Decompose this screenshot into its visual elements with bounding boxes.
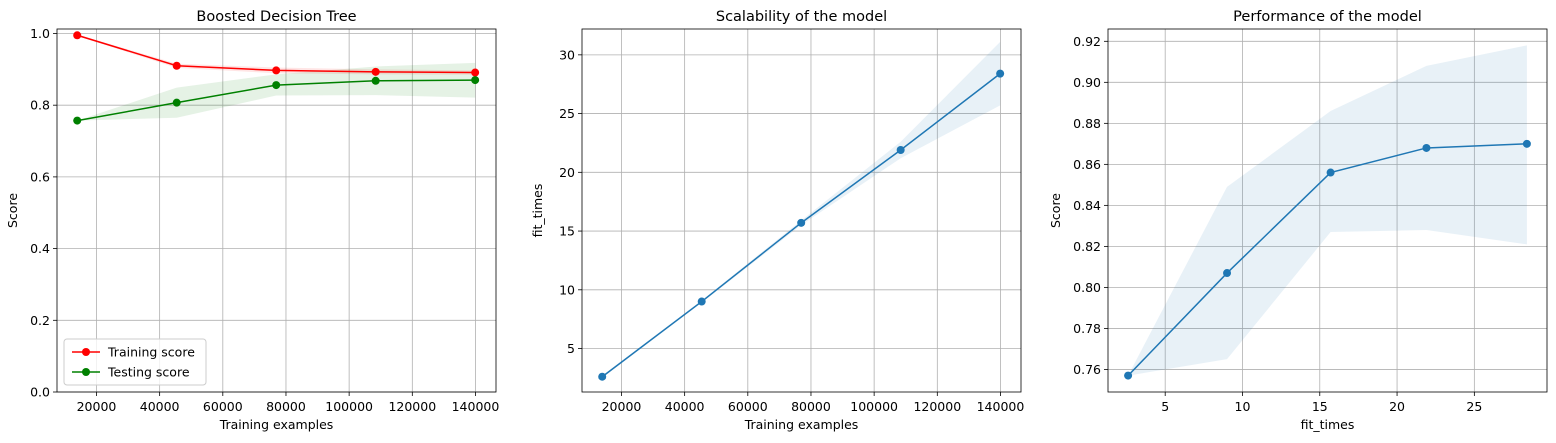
axes-frame [581,28,1022,393]
data-point [272,81,281,90]
confidence-band-1 [1128,45,1527,376]
data-point [1223,269,1232,278]
x-tick-label: 120000 [913,399,961,414]
y-tick-label: 25 [559,106,575,121]
y-tick-label: 0.4 [30,241,50,256]
chart-3: 5 10 15 20 25 0.76 0.78 0.80 0.82 0.84 0.86 0.88 0.9… [1048,9,1548,432]
y-tick-label: 0.80 [1073,280,1101,295]
legend-marker [82,368,90,376]
chart-title: Performance of the model [1233,9,1422,25]
x-tick-label: 120000 [388,399,436,414]
y-axis-label: Score [1048,193,1063,228]
data-point [1124,371,1133,380]
data-point [272,66,281,75]
legend-marker [82,348,90,356]
y-tick-label: 0.0 [30,385,50,400]
legend-label: Testing score [107,365,190,380]
x-tick-label: 140000 [977,399,1025,414]
data-point [896,146,905,154]
y-tick-label: 20 [559,165,575,180]
y-tick-label: 0.92 [1073,34,1101,49]
x-tick-label: 25 [1466,399,1482,414]
y-tick-label: 15 [559,224,575,239]
data-point [73,31,82,40]
chart-title: Scalability of the model [716,9,887,25]
data-point [598,372,607,381]
y-tick-label: 0.78 [1073,321,1101,336]
x-axis-label: fit_times [1301,417,1355,432]
y-tick-label: 1.0 [30,26,50,41]
chart-1: 20000 40000 60000 80000 100000 120000 140000 0.… [5,9,499,432]
axes-frame [56,28,497,393]
data-point [172,61,181,70]
chart-2: 20000 40000 60000 80000 100000 120000 140000 5 1… [530,9,1024,432]
y-tick-label: 0.88 [1073,116,1101,131]
y-axis-label: Score [5,193,20,228]
y-tick-label: 0.90 [1073,75,1101,90]
x-tick-label: 60000 [203,399,243,414]
confidence-band-1 [602,41,1001,378]
x-tick-label: 15 [1312,399,1328,414]
y-tick-label: 30 [559,47,575,62]
data-point [371,67,380,76]
legend-box [63,338,207,386]
y-tick-label: 0.82 [1073,239,1101,254]
y-tick-label: 0.6 [30,169,50,184]
y-tick-label: 10 [559,282,575,297]
data-point [73,116,82,125]
x-axis-label: Training examples [219,417,334,432]
x-tick-label: 40000 [140,399,180,414]
data-point [797,218,806,227]
data-point [697,297,706,306]
x-tick-label: 20 [1389,399,1405,414]
x-tick-label: 80000 [266,399,306,414]
data-point [1422,143,1431,152]
y-axis-label: fit_times [530,184,545,238]
y-tick-label: 0.86 [1073,157,1101,172]
x-tick-label: 80000 [791,399,831,414]
axes-frame [1107,28,1548,393]
y-tick-label: 0.84 [1073,198,1101,213]
y-tick-label: 0.2 [30,313,50,328]
x-tick-label: 40000 [665,399,705,414]
y-tick-label: 0.76 [1073,362,1101,377]
data-point [996,69,1005,78]
x-axis-label: Training examples [744,417,859,432]
data-point [1326,168,1335,177]
chart-title: Boosted Decision Tree [196,9,356,25]
y-tick-label: 0.8 [30,98,50,113]
data-point [172,98,181,107]
x-tick-label: 10 [1235,399,1251,414]
data-point [471,76,480,85]
data-point [371,76,380,85]
x-tick-label: 5 [1161,399,1169,414]
y-tick-label: 5 [567,341,575,356]
x-tick-label: 100000 [850,399,898,414]
x-tick-label: 20000 [77,399,117,414]
legend-label: Training score [107,345,195,360]
x-tick-label: 20000 [602,399,642,414]
data-point [1522,139,1531,148]
x-tick-label: 60000 [728,399,768,414]
x-tick-label: 100000 [325,399,373,414]
data-point [471,68,480,77]
x-tick-label: 140000 [452,399,500,414]
